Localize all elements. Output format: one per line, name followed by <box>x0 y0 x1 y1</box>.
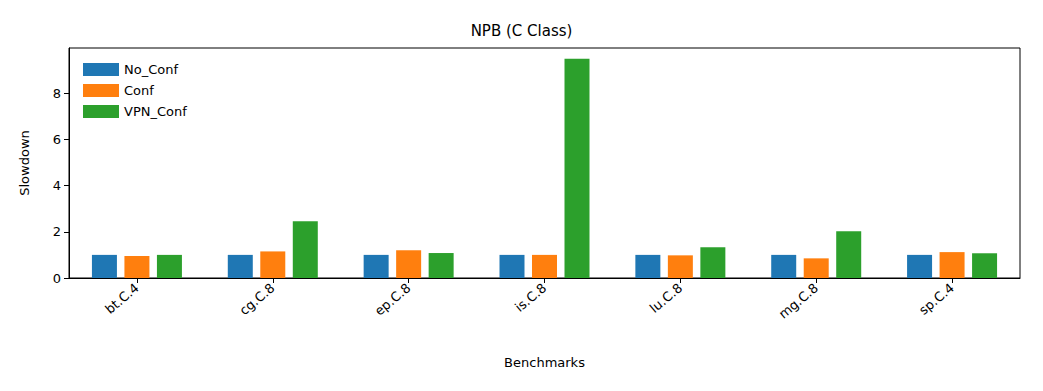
svg-text:4: 4 <box>53 178 61 193</box>
svg-text:sp.C.4: sp.C.4 <box>916 280 957 318</box>
svg-text:2: 2 <box>53 224 61 239</box>
svg-text:Slowdown: Slowdown <box>17 130 32 196</box>
svg-text:cg.C.8: cg.C.8 <box>237 280 278 318</box>
svg-text:ep.C.8: ep.C.8 <box>372 280 414 318</box>
svg-text:VPN_Conf: VPN_Conf <box>124 104 187 119</box>
svg-text:Conf: Conf <box>124 83 154 98</box>
svg-text:0: 0 <box>53 271 61 286</box>
svg-text:mg.C.8: mg.C.8 <box>776 280 821 321</box>
svg-text:NPB (C Class): NPB (C Class) <box>471 22 573 40</box>
svg-text:8: 8 <box>53 86 61 101</box>
svg-text:bt.C.4: bt.C.4 <box>102 280 141 317</box>
svg-text:No_Conf: No_Conf <box>124 62 178 77</box>
svg-text:Benchmarks: Benchmarks <box>504 355 585 370</box>
svg-text:is.C.8: is.C.8 <box>512 280 549 315</box>
svg-text:lu.C.8: lu.C.8 <box>647 280 685 316</box>
svg-text:6: 6 <box>53 132 61 147</box>
